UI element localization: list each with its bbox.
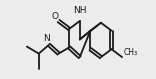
Text: N: N (43, 34, 50, 43)
Text: CH₃: CH₃ (123, 48, 138, 57)
Text: O: O (52, 12, 58, 21)
Text: NH: NH (73, 6, 87, 15)
